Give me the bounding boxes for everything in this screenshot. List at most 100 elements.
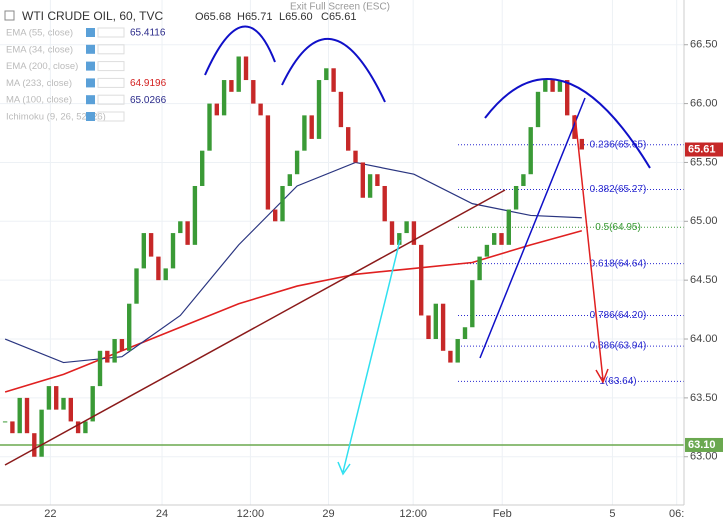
candle	[68, 397, 73, 422]
symbol-title: WTI CRUDE OIL, 60, TVC	[22, 9, 163, 23]
moving-average	[4, 161, 582, 364]
last-price: 65.61	[688, 143, 716, 155]
fib-label: 0.5(64.95)	[595, 222, 641, 233]
arc	[281, 38, 386, 103]
candle	[214, 103, 219, 116]
candle	[287, 174, 292, 186]
candle	[484, 244, 490, 257]
candle	[521, 174, 526, 186]
indicator-value: 65.0266	[130, 95, 167, 106]
x-tick-label: 12:00	[237, 508, 265, 520]
x-tick-label: 22	[44, 508, 56, 520]
candle	[440, 303, 446, 351]
ohlc: L65.60	[279, 11, 313, 23]
candle	[46, 386, 52, 410]
indicator-name: Ichimoku (9, 26, 52, 26)	[6, 112, 106, 123]
x-tick-label: 12:00	[399, 508, 427, 520]
candle	[550, 80, 555, 92]
indicator-name: MA (233, close)	[6, 78, 72, 89]
legend: O65.68 H65.71 L65.60 C65.61 EMA (55, close) 6…	[6, 11, 356, 123]
axes: 63.00 63.50 64.00 64.50 65.00 65.50 66.00 66.50…	[44, 39, 723, 520]
candle	[397, 233, 402, 245]
candle	[54, 386, 59, 410]
icon	[86, 61, 95, 71]
indicator-name: MA (100, close)	[6, 95, 72, 106]
y-tick-label: 66.00	[690, 97, 718, 109]
price-label-bg	[685, 142, 723, 157]
candle	[455, 339, 460, 363]
fib-label: 0.618(64.64)	[590, 258, 647, 269]
y-tick-label: 64.50	[690, 274, 718, 286]
y-tick-label: 65.00	[690, 215, 718, 227]
icon	[86, 28, 95, 37]
price-label-bg	[685, 437, 723, 452]
candle	[404, 221, 409, 234]
y-tick-label: 63.00	[690, 451, 718, 463]
icon	[97, 61, 125, 72]
arrow	[574, 114, 609, 384]
candle	[229, 80, 234, 92]
candle	[207, 103, 212, 151]
icon	[86, 112, 95, 121]
fib-label: 0.786(64.20)	[590, 310, 647, 321]
candle	[192, 185, 198, 245]
x-tick-label: 24	[156, 508, 168, 520]
candle	[221, 80, 227, 116]
fib-label: 1(63.64)	[599, 376, 636, 387]
candle	[83, 421, 88, 434]
candle	[294, 150, 300, 175]
candle	[75, 421, 81, 434]
icon	[86, 95, 95, 105]
support-price: 63.10	[688, 439, 716, 451]
candle	[141, 233, 146, 269]
candle	[477, 256, 482, 281]
icon	[97, 77, 125, 88]
arc	[204, 25, 276, 76]
candle	[499, 233, 504, 245]
ohlc: C65.61	[321, 11, 356, 23]
candle	[565, 80, 570, 116]
icon	[97, 27, 125, 38]
candle	[367, 174, 373, 198]
candle	[572, 115, 577, 139]
candle	[97, 350, 103, 387]
indicator-value: 65.4116	[130, 28, 166, 39]
candle	[433, 303, 438, 340]
fib-label: 0.382(65.27)	[590, 184, 647, 195]
candle	[243, 56, 249, 81]
icon	[4, 10, 15, 21]
candle	[178, 221, 183, 234]
fib-label: 0.236(65.65)	[590, 139, 647, 150]
candle	[302, 115, 307, 151]
candle	[156, 256, 161, 281]
icon	[97, 111, 125, 122]
exit-fullscreen[interactable]: Exit Full Screen (ESC)	[290, 2, 390, 13]
candle	[411, 221, 417, 245]
icon	[86, 44, 95, 54]
candle	[24, 397, 30, 434]
candle	[200, 150, 205, 186]
icon	[86, 78, 95, 88]
candle	[32, 433, 37, 457]
candle	[331, 68, 336, 92]
y-tick-label: 64.00	[690, 333, 718, 345]
candle	[492, 233, 497, 245]
candle	[360, 162, 365, 198]
x-tick-label: 29	[322, 508, 334, 520]
x-tick-label: 5	[609, 508, 615, 520]
candle	[324, 68, 329, 81]
candle	[535, 91, 541, 128]
candle	[506, 209, 511, 245]
grid	[0, 0, 684, 505]
candle	[448, 350, 453, 363]
indicator-name: EMA (55, close)	[6, 28, 73, 39]
candle	[309, 115, 314, 139]
y-tick-label: 65.50	[690, 156, 718, 168]
candle	[273, 209, 278, 222]
trendline	[479, 97, 586, 359]
candle	[61, 397, 66, 410]
candle	[353, 150, 358, 163]
y-tick-label: 63.50	[690, 392, 718, 404]
ohlc: O65.68	[195, 11, 231, 23]
